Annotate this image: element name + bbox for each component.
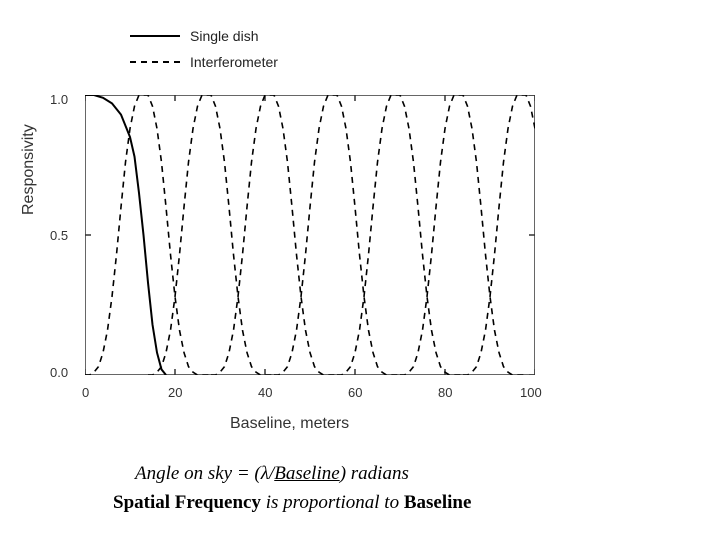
xtick-80: 80 [438, 385, 452, 400]
xtick-60: 60 [348, 385, 362, 400]
legend: Single dish Interferometer [130, 28, 278, 80]
caption-baseline-2: Baseline [404, 492, 472, 513]
legend-line-solid-icon [130, 35, 180, 37]
legend-item-interferometer: Interferometer [130, 54, 278, 70]
caption-line-2: Spatial Frequency is proportional to Bas… [113, 489, 471, 518]
legend-item-single-dish: Single dish [130, 28, 278, 44]
ytick-0.0: 0.0 [50, 365, 68, 380]
legend-label-interferometer: Interferometer [190, 54, 278, 70]
caption-line-1: Angle on sky = (λ/Baseline) radians [135, 460, 471, 489]
y-axis-label: Responsivity [20, 124, 38, 215]
chart-container: Single dish Interferometer Responsivity … [30, 20, 550, 420]
ytick-0.5: 0.5 [50, 228, 68, 243]
caption-baseline: Baseline [274, 463, 339, 484]
caption-lambda: λ [261, 463, 269, 484]
caption-spatial-freq: Spatial Frequency [113, 492, 261, 513]
xtick-100: 100 [520, 385, 542, 400]
ytick-1.0: 1.0 [50, 92, 68, 107]
xtick-0: 0 [82, 385, 89, 400]
x-axis-label: Baseline, meters [230, 415, 349, 433]
xtick-20: 20 [168, 385, 182, 400]
plot-area [85, 95, 535, 375]
legend-line-dashed-icon [130, 61, 180, 63]
caption: Angle on sky = (λ/Baseline) radians Spat… [135, 460, 471, 517]
caption-text: Angle on sky = ( [135, 463, 261, 484]
caption-text: is proportional to [261, 492, 404, 513]
caption-text: ) radians [340, 463, 409, 484]
legend-label-single-dish: Single dish [190, 28, 259, 44]
xtick-40: 40 [258, 385, 272, 400]
